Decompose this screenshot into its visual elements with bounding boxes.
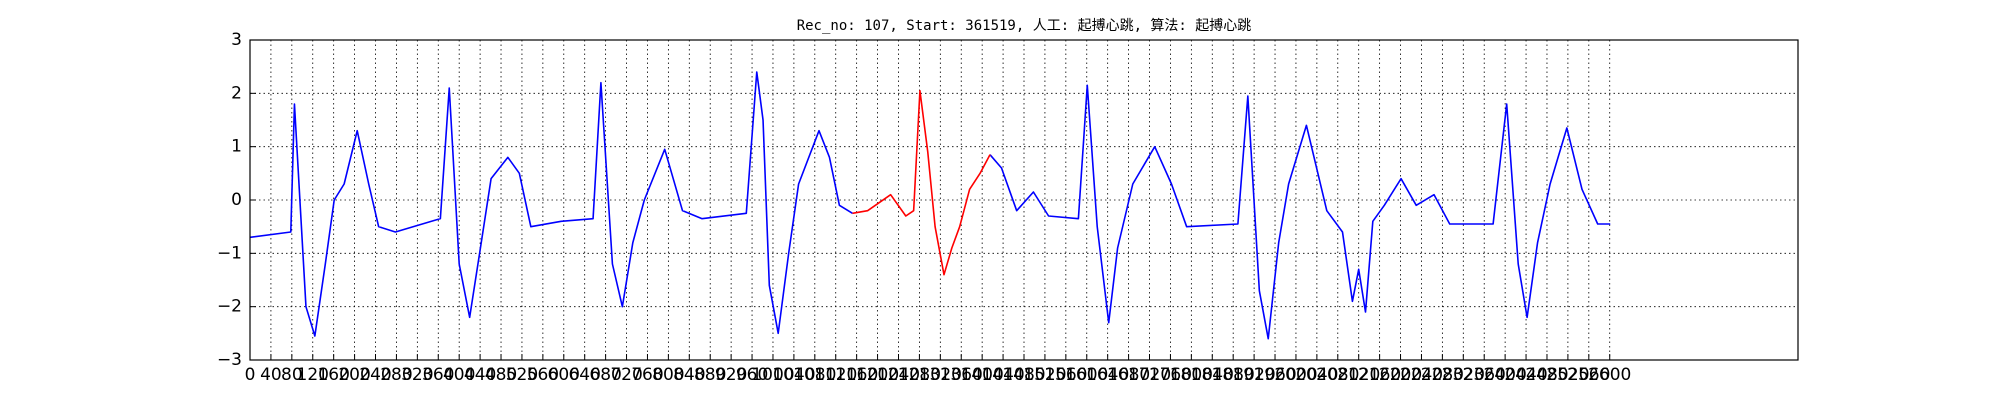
x-tick-label: 400 <box>443 365 475 385</box>
x-tick-label: 320 <box>401 365 433 385</box>
x-tick-label: 2360 <box>1463 365 1506 385</box>
x-tick-label: 760 <box>631 365 663 385</box>
x-tick-label: 1680 <box>1107 365 1150 385</box>
x-tick-label: 1840 <box>1191 365 1234 385</box>
x-tick-label: 1320 <box>919 365 962 385</box>
plot-frame <box>249 39 1799 361</box>
y-tick-label: −3 <box>217 350 242 370</box>
x-tick-label: 480 <box>485 365 517 385</box>
x-tick-label: 1440 <box>981 365 1024 385</box>
data-line <box>852 89 991 276</box>
y-tick-label: 2 <box>231 83 242 103</box>
x-tick-label: 1920 <box>1232 365 1275 385</box>
x-tick-label: 1880 <box>1212 365 1255 385</box>
chart-title: Rec_no: 107, Start: 361519, 人工: 起搏心跳, 算法… <box>797 17 1252 34</box>
x-tick-label: 2200 <box>1379 365 1422 385</box>
x-tick-label: 2560 <box>1567 365 1610 385</box>
x-tick-label: 2400 <box>1484 365 1527 385</box>
x-tick-label: 520 <box>506 365 538 385</box>
x-tick-label: 2040 <box>1295 365 1338 385</box>
y-tick-label: 1 <box>231 137 242 157</box>
x-tick-label: 40 <box>260 365 282 385</box>
x-tick-label: 2480 <box>1525 365 1568 385</box>
x-tick-label: 560 <box>527 365 559 385</box>
x-tick-label: 280 <box>380 365 412 385</box>
x-tick-label: 640 <box>568 365 600 385</box>
x-tick-label: 2600 <box>1588 365 1631 385</box>
x-tick-label: 1040 <box>772 365 815 385</box>
x-tick-label: 600 <box>548 365 580 385</box>
x-tick-label: 1600 <box>1065 365 1108 385</box>
x-tick-label: 2280 <box>1421 365 1464 385</box>
x-tick-label: 1400 <box>961 365 1004 385</box>
x-tick-label: 440 <box>464 365 496 385</box>
x-tick-label: 1520 <box>1023 365 1066 385</box>
x-tick-label: 80 <box>281 365 303 385</box>
x-tick-label: 1000 <box>751 365 794 385</box>
x-tick-label: 1720 <box>1128 365 1171 385</box>
x-tick-label: 1120 <box>814 365 857 385</box>
x-tick-label: 1200 <box>856 365 899 385</box>
x-tick-label: 1640 <box>1086 365 1129 385</box>
x-tick-label: 920 <box>715 365 747 385</box>
x-tick-label: 1800 <box>1170 365 1213 385</box>
x-tick-label: 960 <box>736 365 768 385</box>
x-tick-label: 2160 <box>1358 365 1401 385</box>
x-tick-label: 120 <box>297 365 329 385</box>
x-tick-label: 720 <box>610 365 642 385</box>
x-tick-label: 1080 <box>793 365 836 385</box>
x-tick-label: 2080 <box>1316 365 1359 385</box>
x-tick-label: 1160 <box>835 365 878 385</box>
x-tick-label: 2440 <box>1504 365 1547 385</box>
x-tick-label: 1280 <box>898 365 941 385</box>
x-tick-label: 1480 <box>1002 365 1045 385</box>
x-tick-label: 1560 <box>1044 365 1087 385</box>
x-tick-label: 840 <box>673 365 705 385</box>
x-tick-label: 240 <box>359 365 391 385</box>
x-tick-label: 800 <box>652 365 684 385</box>
x-tick-label: 0 <box>245 365 256 385</box>
x-tick-label: 2000 <box>1274 365 1317 385</box>
x-tick-label: 160 <box>317 365 349 385</box>
x-tick-label: 1960 <box>1253 365 1296 385</box>
x-tick-label: 200 <box>338 365 370 385</box>
x-tick-label: 2320 <box>1442 365 1485 385</box>
x-tick-label: 2240 <box>1400 365 1443 385</box>
x-tick-label: 1240 <box>877 365 920 385</box>
y-tick-label: −1 <box>217 243 242 263</box>
x-tick-label: 880 <box>694 365 726 385</box>
x-tick-label: 360 <box>422 365 454 385</box>
y-tick-label: −2 <box>217 297 242 317</box>
x-tick-label: 1360 <box>940 365 983 385</box>
x-tick-label: 2520 <box>1546 365 1589 385</box>
x-tick-label: 2120 <box>1337 365 1380 385</box>
y-tick-label: 3 <box>231 30 242 50</box>
x-tick-label: 1760 <box>1149 365 1192 385</box>
x-tick-label: 680 <box>589 365 621 385</box>
data-line <box>249 71 1611 340</box>
y-tick-label: 0 <box>231 190 242 210</box>
